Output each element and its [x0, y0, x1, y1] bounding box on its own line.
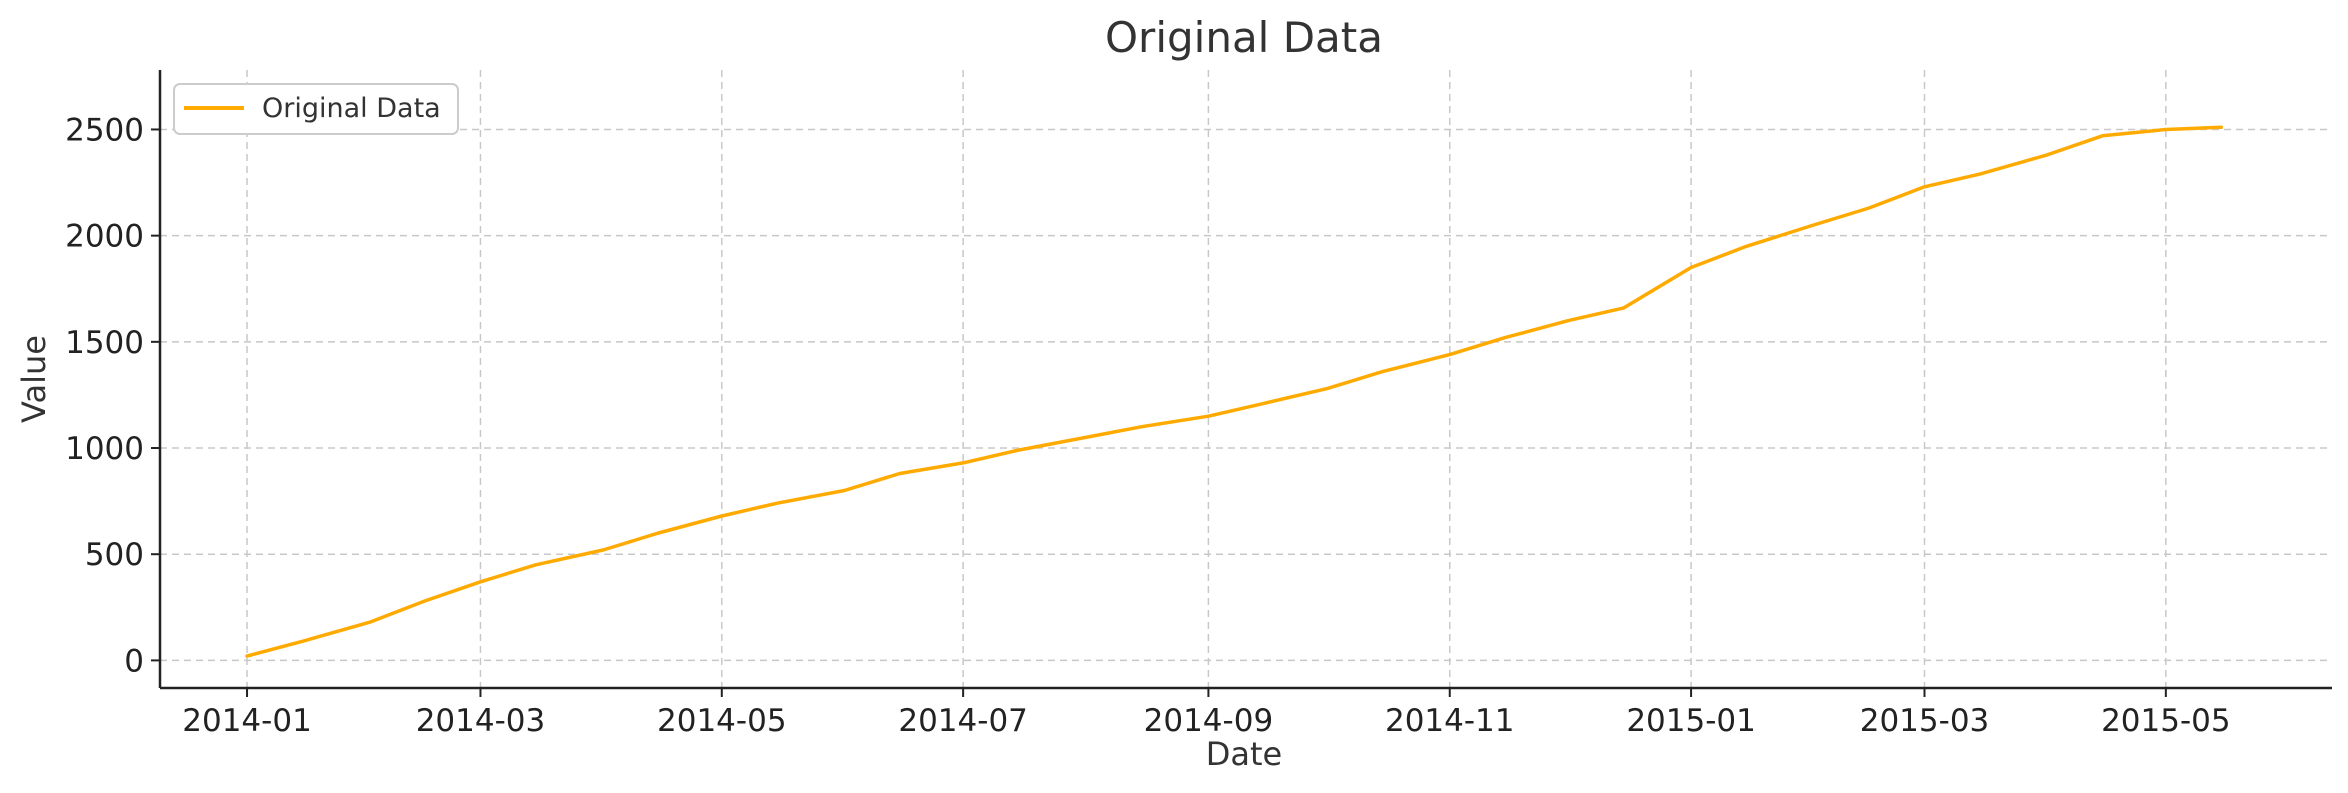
x-tick-label: 2014-11 — [1385, 703, 1515, 739]
x-tick-label: 2014-07 — [898, 703, 1028, 739]
series-line — [245, 125, 2223, 658]
x-tick-label: 2014-03 — [416, 703, 546, 739]
y-tick-label: 1500 — [65, 325, 144, 361]
y-axis-label: Value — [15, 335, 53, 423]
y-axis: 0 500 1000 1500 2000 2500 — [65, 112, 160, 679]
x-axis: 2014-01 2014-03 2014-05 2014-07 2014-09 2014-… — [182, 688, 2231, 739]
x-tick-label: 2014-01 — [182, 703, 312, 739]
x-tick-label: 2015-05 — [2101, 703, 2231, 739]
legend: Original Data — [173, 83, 459, 135]
x-tick-label: 2015-01 — [1626, 703, 1756, 739]
legend-box — [173, 83, 459, 135]
series-group — [245, 125, 2223, 658]
y-tick-label: 2500 — [65, 112, 144, 148]
x-tick-label: 2014-09 — [1144, 703, 1274, 739]
x-tick-label: 2014-05 — [657, 703, 787, 739]
y-tick-label: 0 — [124, 643, 144, 679]
gridlines — [160, 70, 2332, 688]
y-tick-label: 500 — [85, 537, 144, 573]
y-tick-label: 1000 — [65, 431, 144, 467]
x-axis-label: Date — [1206, 735, 1282, 773]
chart-title: Original Data — [1105, 13, 1383, 62]
legend-label: Original Data — [262, 93, 441, 124]
y-tick-label: 2000 — [65, 219, 144, 255]
x-tick-label: 2015-03 — [1860, 703, 1990, 739]
